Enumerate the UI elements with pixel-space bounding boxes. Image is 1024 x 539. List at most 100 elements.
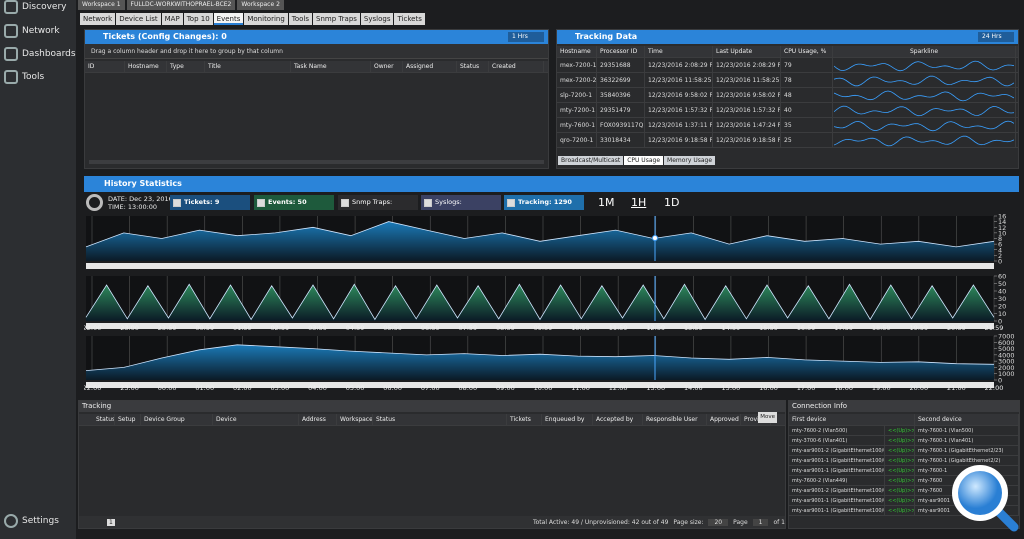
series-toggle[interactable]: Snmp Traps:	[338, 195, 418, 210]
workspace-tab[interactable]: Workspace 2	[237, 0, 284, 10]
page-button[interactable]: 1	[107, 518, 115, 526]
table-cell: 12/23/2016 11:58:25 AM	[645, 73, 713, 87]
column-header[interactable]: Last Update	[713, 46, 781, 57]
sparkline	[833, 135, 1015, 147]
x-tick-label: 14:00	[684, 384, 703, 392]
series-toggle[interactable]: Tracking: 1290	[504, 195, 584, 210]
sub-tab[interactable]: Memory Usage	[664, 156, 716, 165]
x-tick-label: 21:59	[985, 324, 1004, 332]
y-tick-label: 5000	[998, 345, 1015, 353]
column-header[interactable]: Hostname	[557, 46, 597, 57]
link-status: <<(Up)>>	[885, 456, 915, 465]
column-header[interactable]: Accepted by	[593, 414, 643, 425]
column-header[interactable]: Device Group	[141, 414, 213, 425]
column-header[interactable]: Title	[205, 61, 291, 72]
workspace-tab[interactable]: FULLDC-WORKWITHOPRAEL-BCE2	[126, 0, 236, 10]
workspace-tab[interactable]: Workspace 1	[78, 0, 125, 10]
range-select[interactable]: 24 Hrs	[978, 32, 1014, 42]
y-tick-label: 7000	[998, 333, 1015, 341]
column-header[interactable]: Created	[489, 61, 544, 72]
column-header[interactable]: First device	[789, 414, 915, 425]
sidebar: Discovery Network Dashboards Tools Settings	[0, 0, 76, 539]
pager-page-label: Page	[733, 518, 748, 526]
column-header[interactable]: Hostname	[125, 61, 167, 72]
x-tick-label: 23:00	[120, 384, 139, 392]
table-cell: mex-7200-2	[557, 73, 597, 87]
column-header[interactable]: Approved	[707, 414, 741, 425]
column-header[interactable]: Setup	[115, 414, 141, 425]
column-header[interactable]: Responsible User	[643, 414, 707, 425]
table-cell: 12/23/2016 9:18:58 PM	[713, 133, 781, 147]
table-cell: 78	[781, 73, 833, 87]
sub-tabs: Broadcast/Multicast CPU Usage Memory Usage	[557, 155, 716, 166]
link-status: <<(Up)>>	[885, 486, 915, 495]
column-header[interactable]: Workspace	[337, 414, 373, 425]
link-status: <<(Up)>>	[885, 426, 915, 435]
sub-tab[interactable]: CPU Usage	[624, 156, 664, 165]
sidebar-item[interactable]: Discovery	[4, 0, 66, 14]
nav-tab[interactable]: Network	[80, 13, 116, 25]
table-row: mty-7600-1 FOX0939117Q 12/23/2016 1:37:11 …	[557, 118, 1018, 133]
nav-tab[interactable]: Monitoring	[244, 13, 288, 25]
x-tick-label: 05:59	[383, 324, 402, 332]
column-header-row: ID Hostname Type Title Task Name Owner Assigne…	[85, 61, 548, 73]
pager-page[interactable]: 1	[752, 518, 769, 526]
sidebar-item[interactable]: Network	[4, 24, 60, 38]
search-magnifier[interactable]	[944, 457, 1020, 533]
column-header[interactable]: Tickets	[507, 414, 542, 425]
column-header[interactable]: Enqueued by	[542, 414, 593, 425]
sparkline	[833, 105, 1015, 117]
column-header[interactable]: Processor ID	[597, 46, 645, 57]
column-header[interactable]: Owner	[371, 61, 403, 72]
nav-tab[interactable]: Tools	[288, 13, 313, 25]
column-header[interactable]: Type	[167, 61, 205, 72]
column-header-row: Hostname Processor ID Time Last Update CPU U…	[557, 46, 1018, 58]
column-header[interactable]: Status	[373, 414, 507, 425]
zoom-button[interactable]: 1D	[664, 196, 680, 209]
table-cell: 12/23/2016 9:58:02 PM	[713, 88, 781, 102]
y-tick-label: 10	[998, 310, 1006, 318]
nav-tab[interactable]: Top 10	[183, 13, 213, 25]
sidebar-item[interactable]: Dashboards	[4, 47, 76, 61]
column-header[interactable]: Task Name	[291, 61, 371, 72]
column-header[interactable]: Device	[213, 414, 299, 425]
column-header-row: Status Setup Device Group Device Address Work…	[79, 414, 785, 426]
column-header[interactable]: Sparkline	[833, 46, 1016, 57]
column-header[interactable]: CPU Usage, %	[781, 46, 833, 57]
zoom-button[interactable]: 1H	[631, 196, 647, 209]
column-header[interactable]: ID	[85, 61, 125, 72]
column-header[interactable]: Status	[457, 61, 489, 72]
column-header[interactable]: Assigned	[403, 61, 457, 72]
nav-tab[interactable]: MAP	[161, 13, 183, 25]
table-cell: FOX0939117Q	[597, 118, 645, 132]
table-row: mty-asr9001-2 (GigabitEthernet100/0/0/0)…	[789, 486, 1019, 496]
column-header[interactable]: Time	[645, 46, 713, 57]
pager-size[interactable]: 20	[708, 518, 729, 526]
nav-tab[interactable]: Snmp Traps	[313, 13, 360, 25]
x-tick-label: 06:00	[383, 384, 402, 392]
device-cell: mty-asr9001	[915, 496, 1019, 505]
nav-tab[interactable]: Events	[213, 13, 244, 25]
y-tick-label: 20	[998, 303, 1006, 311]
series-toggle[interactable]: Events: 50	[254, 195, 334, 210]
nav-tab[interactable]: Tickets	[394, 13, 425, 25]
table-cell: 33018434	[597, 133, 645, 147]
x-tick-label: 15:00	[722, 384, 741, 392]
series-toggle[interactable]: Syslogs:	[421, 195, 501, 210]
table-cell: 35	[781, 118, 833, 132]
table-cell: 35840396	[597, 88, 645, 102]
range-select[interactable]: 1 Hrs	[508, 32, 544, 42]
settings-icon	[4, 514, 18, 528]
sidebar-item[interactable]: Tools	[4, 70, 44, 84]
sub-tab[interactable]: Broadcast/Multicast	[558, 156, 624, 165]
zoom-button[interactable]: 1M	[598, 196, 615, 209]
column-header[interactable]: Second device	[915, 414, 1019, 425]
settings[interactable]: Settings	[4, 514, 59, 528]
series-toggle[interactable]: Tickets: 9	[170, 195, 250, 210]
nav-tab[interactable]: Syslogs	[360, 13, 394, 25]
column-header[interactable]: Status	[93, 414, 115, 425]
y-tick-label: 30	[998, 295, 1006, 303]
column-header[interactable]: Address	[299, 414, 337, 425]
x-tick-label: 09:59	[534, 324, 553, 332]
nav-tab[interactable]: Device List	[116, 13, 161, 25]
